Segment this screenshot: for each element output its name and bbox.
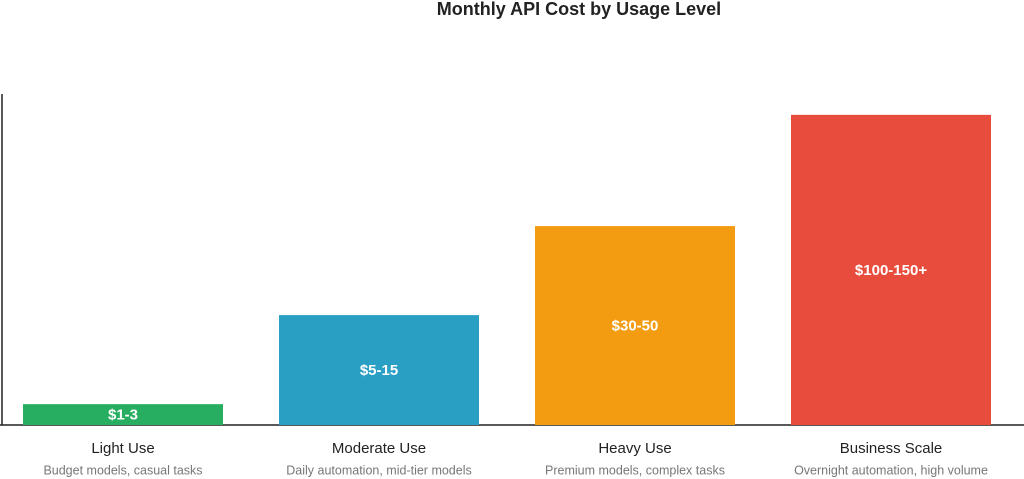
bar [791, 114, 991, 425]
chart-title: Monthly API Cost by Usage Level [437, 0, 721, 19]
bar [279, 315, 479, 425]
bar-label: $100-150+ [855, 262, 927, 279]
category-subtitle: Overnight automation, high volume [794, 463, 988, 477]
bar [23, 404, 223, 425]
bar-label: $1-3 [108, 407, 138, 424]
bar-label: $5-15 [360, 362, 398, 379]
category-subtitle: Premium models, complex tasks [545, 463, 725, 477]
bar [535, 226, 735, 425]
category-subtitle: Daily automation, mid-tier models [286, 463, 472, 477]
x-tick-label: Business Scale [840, 440, 943, 457]
x-tick-label: Heavy Use [598, 440, 671, 457]
x-tick-label: Moderate Use [332, 440, 426, 457]
x-tick-label: Light Use [91, 440, 154, 457]
category-subtitle: Budget models, casual tasks [43, 463, 202, 477]
bar-label: $30-50 [612, 318, 659, 335]
